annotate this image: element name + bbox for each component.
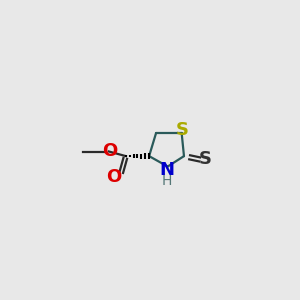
Text: O: O [102, 142, 117, 160]
Text: S: S [176, 121, 189, 139]
Text: S: S [198, 150, 212, 168]
Text: O: O [106, 168, 122, 186]
Text: N: N [160, 161, 175, 179]
Text: H: H [162, 174, 172, 188]
